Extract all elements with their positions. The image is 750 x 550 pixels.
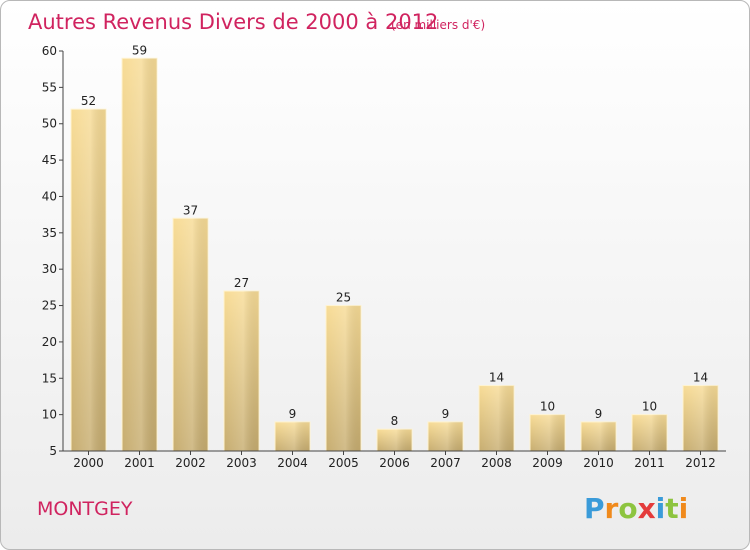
bar-shine (326, 305, 361, 451)
x-tick-label: 2012 (685, 456, 716, 470)
x-tick-label: 2007 (430, 456, 461, 470)
x-tick-label: 2010 (583, 456, 614, 470)
logo-letter: r (605, 492, 619, 525)
bar-shine (479, 385, 514, 451)
bar-value-label: 52 (81, 94, 96, 108)
y-tick-label: 30 (42, 262, 57, 276)
x-tick-label: 2004 (277, 456, 308, 470)
y-tick-label: 15 (42, 371, 57, 385)
bars: 52 59 37 27 9 25 8 9 14 10 9 10 14 (70, 43, 719, 452)
x-tick-label: 2001 (124, 456, 155, 470)
bar-shine (122, 58, 157, 451)
x-tick-label: 2009 (532, 456, 563, 470)
bar-value-label: 25 (336, 291, 351, 305)
logo-letter: P (584, 492, 605, 525)
chart-title: Autres Revenus Divers de 2000 à 2012 (28, 10, 438, 34)
y-tick-label: 20 (42, 335, 57, 349)
y-tick-label: 50 (42, 117, 57, 131)
logo-letter: t (665, 492, 678, 525)
y-tick-label: 35 (42, 226, 57, 240)
bar-value-label: 8 (391, 414, 399, 428)
chart-subtitle: (en milliers d'€) (391, 18, 485, 32)
bar-value-label: 14 (489, 371, 504, 385)
x-tick-label: 2002 (175, 456, 206, 470)
y-tick-label: 10 (42, 408, 57, 422)
bar-value-label: 59 (132, 43, 147, 57)
y-tick-label: 40 (42, 189, 57, 203)
bar-shine (428, 421, 463, 451)
bar-shine (632, 414, 667, 451)
y-tick-label: 5 (49, 444, 57, 458)
bar-shine (377, 429, 412, 451)
place-name: MONTGEY (37, 498, 133, 520)
x-tick-label: 2006 (379, 456, 410, 470)
x-tick-label: 2003 (226, 456, 257, 470)
x-tick-label: 2008 (481, 456, 512, 470)
logo-letter: i (679, 492, 689, 525)
bar-value-label: 10 (540, 400, 555, 414)
bar-shine (275, 421, 310, 451)
bar-value-label: 10 (642, 400, 657, 414)
y-axis: 5 10 15 20 25 30 35 40 45 50 55 60 (42, 44, 64, 458)
x-tick-label: 2000 (73, 456, 104, 470)
x-tick-label: 2005 (328, 456, 359, 470)
x-axis: 2000 2001 2002 2003 2004 2005 2006 2007 2008 2009… (63, 450, 726, 470)
bar-value-label: 37 (183, 203, 198, 217)
x-tick-label: 2011 (634, 456, 665, 470)
logo-letter: o (618, 492, 637, 525)
bar-shine (71, 109, 106, 451)
bar-shine (530, 414, 565, 451)
logo-letter: i (656, 492, 666, 525)
bar-shine (173, 218, 208, 451)
y-tick-label: 25 (42, 299, 57, 313)
logo-letter: x (638, 492, 656, 525)
bar-value-label: 9 (289, 407, 297, 421)
bar-value-label: 9 (442, 407, 450, 421)
proxiti-logo: Proxiti (584, 492, 688, 525)
bar-value-label: 9 (595, 407, 603, 421)
y-tick-label: 45 (42, 153, 57, 167)
bar-shine (581, 421, 616, 451)
bar-value-label: 14 (693, 371, 708, 385)
bar-shine (683, 385, 718, 451)
y-tick-label: 55 (42, 80, 57, 94)
y-tick-label: 60 (42, 44, 57, 58)
bar-shine (224, 291, 259, 451)
bar-value-label: 27 (234, 276, 249, 290)
